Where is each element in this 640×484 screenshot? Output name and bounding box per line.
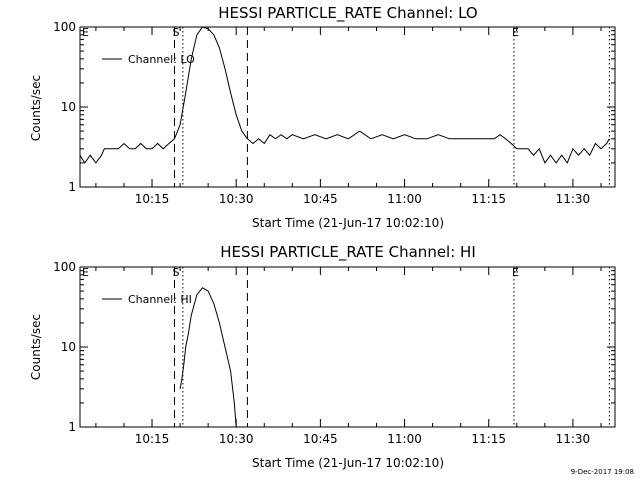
plot-frame bbox=[79, 266, 616, 428]
chart-title: HESSI PARTICLE_RATE Channel: LO bbox=[218, 4, 477, 23]
x-axis-label: Start Time (21-Jun-17 10:02:10) bbox=[252, 456, 444, 470]
x-tick-label: 10:30 bbox=[219, 432, 254, 446]
y-axis-label: Counts/sec bbox=[29, 314, 43, 380]
event-marker-label: E bbox=[512, 266, 519, 279]
x-tick-label: 10:15 bbox=[135, 192, 170, 206]
x-tick-label: 11:15 bbox=[471, 432, 506, 446]
plot-frame bbox=[79, 26, 616, 188]
hi-channel-panel: HESSI PARTICLE_RATE Channel: HI Counts/s… bbox=[29, 243, 616, 470]
y-tick-label: 1 bbox=[68, 420, 76, 434]
x-tick-label: 10:45 bbox=[303, 432, 338, 446]
y-tick-label: 1 bbox=[68, 180, 76, 194]
legend-label: Channel: HI bbox=[128, 293, 192, 306]
x-axis-label: Start Time (21-Jun-17 10:02:10) bbox=[252, 216, 444, 230]
x-tick-label: 10:30 bbox=[219, 192, 254, 206]
y-tick-label: 10 bbox=[61, 340, 76, 354]
series-line bbox=[179, 287, 237, 428]
event-marker-label: S bbox=[172, 26, 179, 39]
legend-label: Channel: LO bbox=[128, 53, 195, 66]
event-marker-label: E bbox=[82, 266, 89, 279]
x-tick-label: 11:00 bbox=[387, 192, 422, 206]
chart-title: HESSI PARTICLE_RATE Channel: HI bbox=[220, 243, 476, 262]
footer-timestamp: 9-Dec-2017 19:08 bbox=[570, 468, 634, 476]
y-tick-label: 100 bbox=[53, 20, 76, 34]
x-tick-label: 11:30 bbox=[556, 432, 591, 446]
x-tick-label: 10:15 bbox=[135, 432, 170, 446]
x-tick-label: 11:15 bbox=[471, 192, 506, 206]
x-tick-label: 10:45 bbox=[303, 192, 338, 206]
event-marker-label: E bbox=[82, 26, 89, 39]
event-marker-label: S bbox=[172, 266, 179, 279]
y-tick-label: 10 bbox=[61, 100, 76, 114]
x-tick-label: 11:00 bbox=[387, 432, 422, 446]
y-tick-label: 100 bbox=[53, 260, 76, 274]
y-axis-label: Counts/sec bbox=[29, 75, 43, 141]
event-marker-label: E bbox=[512, 26, 519, 39]
x-tick-label: 11:30 bbox=[556, 192, 591, 206]
series-line bbox=[79, 26, 610, 164]
lo-channel-panel: HESSI PARTICLE_RATE Channel: LO Counts/s… bbox=[29, 4, 616, 230]
